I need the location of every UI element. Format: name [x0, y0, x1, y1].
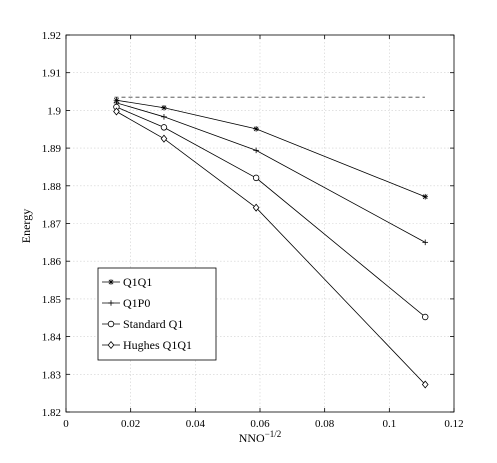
data-point-hughes-q1q1	[113, 107, 120, 116]
y-tick-label: 1.86	[42, 256, 62, 268]
y-tick-label: 1.82	[42, 407, 61, 419]
legend-label-standard-q1: Standard Q1	[123, 317, 183, 331]
series-line-q1p0	[116, 102, 426, 243]
x-tick-label: 0.04	[186, 418, 206, 430]
marker-stroke	[108, 279, 114, 285]
x-axis-label-base: NNO	[239, 431, 265, 445]
y-tick-label: 1.89	[42, 143, 62, 155]
data-point-hughes-q1q1	[160, 134, 168, 143]
y-tick-label: 1.92	[42, 30, 61, 42]
series-line-standard-q1	[116, 106, 426, 318]
data-point-hughes-q1q1	[421, 380, 429, 389]
series-line-q1q1	[116, 99, 426, 198]
x-tick-label: 0.06	[250, 418, 270, 430]
legend: Q1Q1 Q1P0 Standard Q1 Hughes Q1Q1	[97, 267, 217, 361]
y-tick-label: 1.85	[42, 294, 62, 306]
marker-stroke	[161, 105, 167, 111]
marker-stroke	[253, 126, 259, 132]
data-point-hughes-q1q1	[252, 203, 260, 212]
legend-marker-standard-q1	[107, 320, 115, 328]
x-tick-label: 0.08	[315, 418, 335, 430]
y-tick-label: 1.87	[42, 219, 62, 231]
y-tick-label: 1.84	[42, 332, 62, 344]
data-point-q1p0	[253, 147, 259, 154]
y-tick-label: 1.91	[42, 68, 61, 80]
x-tick-label: 0.12	[444, 418, 463, 430]
data-point-q1q1	[161, 104, 167, 111]
series-line-hughes-q1q1	[116, 111, 426, 385]
y-tick-label: 1.9	[47, 105, 61, 117]
legend-label-q1q1: Q1Q1	[123, 275, 152, 289]
legend-marker-hughes-q1q1	[107, 340, 115, 350]
data-point-q1q1	[253, 126, 259, 132]
ticks: 0 0.02 0.04 0.06 0.08 0.1 0.12 1.82 1.83 1.84 1.85…	[42, 30, 464, 430]
legend-label-hughes-q1q1: Hughes Q1Q1	[123, 338, 192, 352]
y-tick-label: 1.88	[42, 181, 62, 193]
data-point-standard-q1	[252, 174, 260, 182]
x-tick-label: 0	[63, 418, 69, 430]
grid	[66, 35, 454, 412]
marker-stroke	[422, 194, 428, 200]
x-axis-label-superscript: −1/2	[265, 429, 282, 439]
x-tick-label: 0.02	[121, 418, 140, 430]
data-point-q1p0	[422, 239, 429, 246]
legend-marker-q1q1	[108, 279, 114, 285]
x-axis-label: NNO−1/2	[239, 429, 282, 445]
series-group	[113, 97, 429, 389]
data-point-q1q1	[422, 193, 429, 200]
y-axis-label: Energy	[19, 209, 33, 243]
legend-marker-q1p0	[108, 300, 114, 306]
y-tick-label: 1.83	[42, 369, 62, 381]
data-point-q1p0	[161, 114, 167, 120]
data-point-standard-q1	[422, 313, 429, 321]
legend-label-q1p0: Q1P0	[123, 296, 150, 310]
data-point-standard-q1	[160, 124, 168, 131]
x-tick-label: 0.1	[382, 418, 396, 430]
